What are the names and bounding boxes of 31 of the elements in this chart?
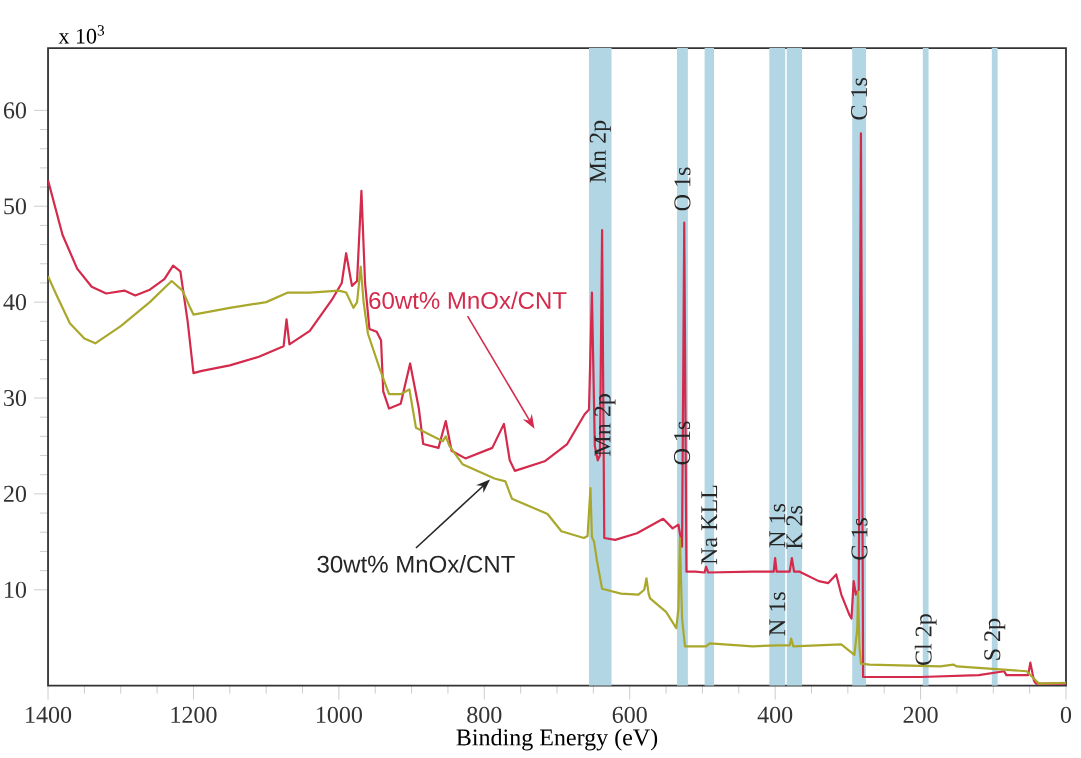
band-label: S 2p: [984, 618, 1006, 660]
x-tick-label: 0: [1060, 706, 1072, 724]
x-tick-label: 1000: [316, 706, 362, 724]
y-tick-label: 60: [3, 102, 27, 119]
band-label: N 1s: [769, 504, 786, 548]
text: x 10$^{3}$: [58, 25, 105, 44]
x-tick-label: 800: [467, 706, 502, 724]
y-tick-label: 10: [5, 581, 27, 598]
x-tick-label: 200: [903, 706, 938, 724]
x-tick-label: 1400: [26, 706, 72, 724]
annotation: O 1s: [673, 421, 691, 465]
annotation: N 1s: [769, 592, 786, 636]
band-label: Cl 2p: [914, 614, 937, 666]
band-label: C 1s: [851, 78, 868, 120]
line-series: [48, 265, 1066, 685]
annotation: Mn 2p: [594, 394, 616, 456]
y-tick-label: 20: [3, 485, 27, 503]
y-tick-label: 30: [4, 390, 27, 407]
band-label: K 2s: [786, 506, 803, 550]
y-tick-label: 40: [3, 294, 27, 311]
x-tick-label: 1200: [171, 706, 217, 724]
series-label: 60wt% MnOx/CNT: [369, 291, 567, 310]
x-tick-label: 400: [757, 706, 793, 724]
x-axis-title: Binding Energy (eV): [456, 728, 658, 751]
band-label: Na KLL: [701, 485, 718, 565]
y-tick-label: 50: [4, 198, 27, 215]
x-tick-label: 600: [612, 706, 647, 724]
text: 30wt% MnOx/CNT: [317, 555, 515, 573]
band-label: O 1s: [674, 167, 691, 211]
annotation: C 1s: [851, 518, 868, 560]
band-label: Mn 2p: [589, 120, 611, 183]
